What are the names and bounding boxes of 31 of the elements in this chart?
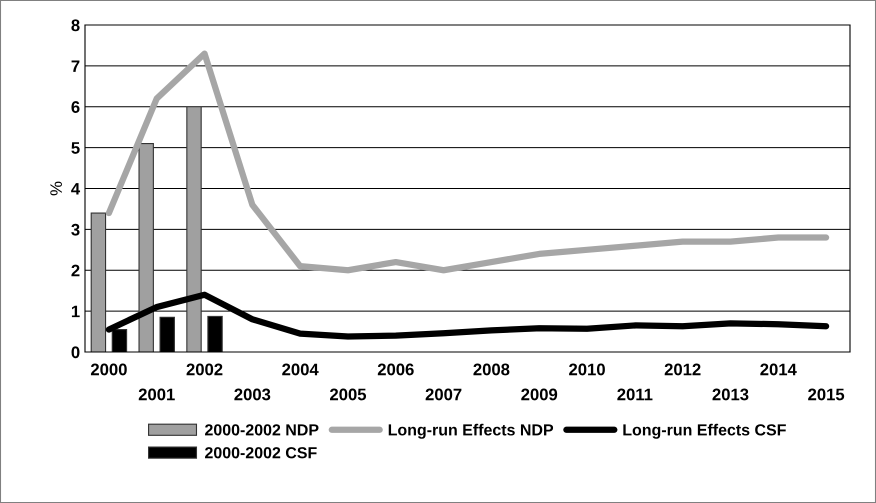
y-tick-label: 3 (71, 224, 80, 236)
x-tick-label: 2002 (186, 364, 222, 376)
y-tick-label: 2 (71, 264, 80, 276)
x-tick-label: 2013 (712, 388, 748, 400)
x-tick-label: 2011 (617, 388, 652, 400)
x-tick-label: 2005 (330, 388, 366, 400)
legend-label: 2000-2002 NDP (205, 424, 318, 436)
x-tick-label: 2003 (234, 388, 270, 400)
legend-label: Long-run Effects NDP (388, 424, 554, 439)
x-tick-label: 2001 (138, 388, 175, 400)
x-tick-label: 2009 (521, 388, 558, 400)
x-tick-label: 2010 (569, 364, 605, 376)
x-tick-label: 2007 (426, 388, 462, 400)
y-tick-label: 6 (71, 101, 80, 113)
x-tick-label: 2014 (760, 364, 797, 376)
y-tick-label: 4 (71, 183, 80, 195)
x-tick-label: 2008 (473, 364, 510, 376)
legend-label: Long-run Effects CSF (623, 424, 786, 439)
y-axis-title: % (50, 182, 62, 196)
x-tick-label: 2000 (90, 364, 127, 376)
bar (186, 106, 202, 352)
y-tick-label: 5 (71, 142, 80, 154)
y-tick-label: 8 (71, 19, 80, 32)
legend-label: 2000-2002 CSF (205, 447, 317, 458)
y-tick-label: 1 (72, 306, 80, 318)
x-tick-label: 2012 (664, 364, 701, 376)
x-tick-label: 2004 (282, 364, 319, 376)
x-tick-label: 2006 (378, 364, 414, 376)
x-tick-label: 2015 (808, 388, 844, 400)
y-tick-label: 7 (72, 60, 80, 72)
y-tick-label: 0 (72, 346, 80, 358)
